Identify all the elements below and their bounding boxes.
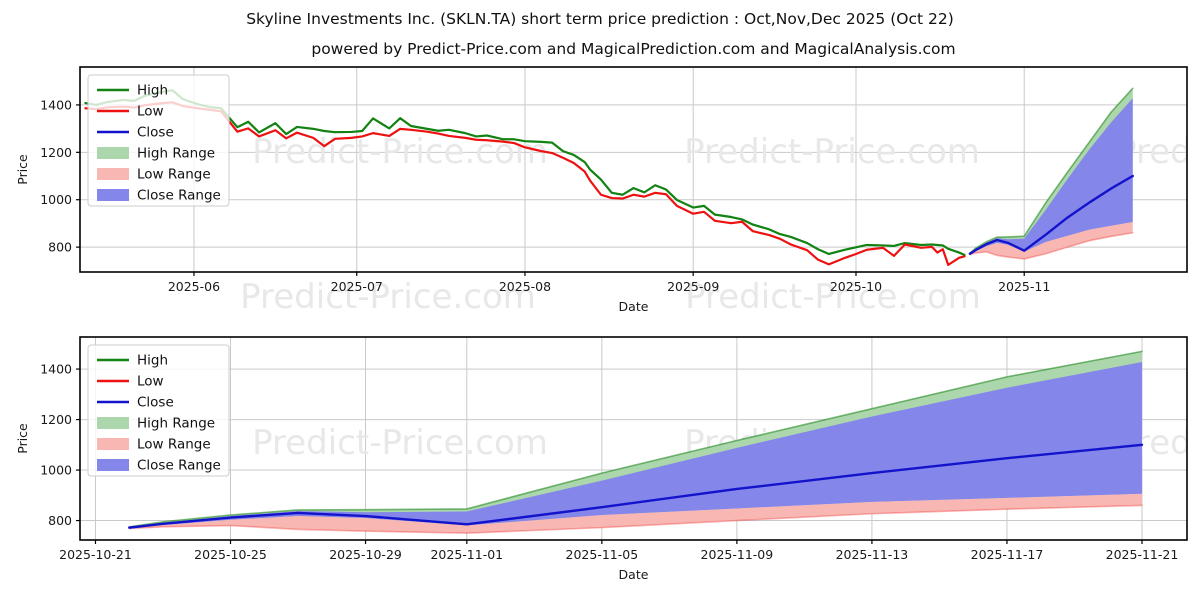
- legend-patch-swatch: [97, 417, 129, 429]
- x-tick-label: 2025-11-01: [430, 547, 503, 562]
- forecast-low-line: [969, 232, 1134, 260]
- legend-patch-swatch: [97, 189, 129, 201]
- legend-item-label: Low Range: [137, 437, 211, 453]
- legend-item-high: High: [97, 83, 168, 99]
- close-range-band: [129, 361, 1142, 528]
- y-tick-label: 1200: [40, 412, 72, 427]
- low-line: [84, 101, 966, 266]
- legend-item-low: Low: [97, 104, 164, 120]
- forecast-low-line: [128, 504, 1143, 534]
- x-tick-label: 2025-11-05: [566, 547, 639, 562]
- x-tick-label: 2025-11-17: [971, 547, 1044, 562]
- legend-item-label: Close: [137, 125, 174, 141]
- legend-item-low-range: Low Range: [97, 167, 211, 183]
- forecast-high-line: [128, 350, 1143, 528]
- x-axis-label: Date: [619, 567, 649, 582]
- legend-patch-swatch: [97, 168, 129, 180]
- legend-item-label: Close Range: [137, 188, 221, 204]
- watermark-text: Predict-Price.com: [252, 132, 548, 172]
- legend-item-label: Close Range: [137, 458, 221, 474]
- legend: High Low Close High Range Low Range Close Ran…: [87, 74, 230, 207]
- legend-item-label: High: [137, 353, 168, 369]
- legend-item-label: Low Range: [137, 167, 211, 183]
- x-axis-label: Date: [619, 299, 649, 314]
- legend-item-label: Close: [137, 395, 174, 411]
- x-tick-label: 2025-10-29: [329, 547, 402, 562]
- x-tick-label: 2025-07: [331, 279, 383, 294]
- legend-patch-swatch: [97, 438, 129, 450]
- x-tick-label: 2025-09: [667, 279, 719, 294]
- y-tick-label: 800: [48, 240, 72, 255]
- legend-item-close-range: Close Range: [97, 458, 221, 474]
- x-tick-label: 2025-10-21: [59, 547, 132, 562]
- forecast-high-line: [969, 87, 1134, 254]
- legend-item-low: Low: [97, 374, 164, 390]
- y-axis-label: Price: [15, 423, 30, 454]
- plot-border: [79, 66, 1188, 273]
- legend-item-close-range: Close Range: [97, 188, 221, 204]
- high-line: [84, 89, 966, 257]
- x-tick-label: 2025-10: [830, 279, 882, 294]
- y-tick-label: 1000: [40, 192, 72, 207]
- close-range-band: [969, 98, 1133, 254]
- legend-item-label: High Range: [137, 146, 215, 162]
- legend-item-label: High Range: [137, 416, 215, 432]
- chart-full-history-with-forecast: Predict-Price.com Predict-Price.com Predic…: [15, 66, 1188, 317]
- legend-item-label: Low: [137, 374, 164, 390]
- y-axis-label: Price: [15, 154, 30, 185]
- legend-item-high-range: High Range: [97, 146, 215, 162]
- x-tick-label: 2025-06: [168, 279, 220, 294]
- x-tick-label: 2025-10-25: [194, 547, 267, 562]
- watermark-text: Predict-Price.com: [685, 277, 981, 317]
- plot-border: [79, 336, 1188, 541]
- legend-patch-swatch: [97, 459, 129, 471]
- legend-item-close: Close: [97, 395, 174, 411]
- y-tick-label: 1000: [40, 463, 72, 478]
- low-range-band: [129, 493, 1142, 534]
- legend-item-label: High: [137, 83, 168, 99]
- y-tick-label: 1200: [40, 145, 72, 160]
- legend-item-low-range: Low Range: [97, 437, 211, 453]
- close-line: [968, 174, 1134, 255]
- legend-item-high: High: [97, 353, 168, 369]
- figure-subtitle: powered by Predict-Price.com and Magical…: [311, 40, 956, 58]
- y-tick-label: 800: [48, 513, 72, 528]
- chart-forecast-zoom: Predict-Price.comPredict-Price.comPredic…: [15, 336, 1188, 582]
- legend-item-close: Close: [97, 125, 174, 141]
- watermark-text: Predict-Price.com: [684, 132, 980, 172]
- close-line: [128, 443, 1144, 529]
- legend-item-high-range: High Range: [97, 416, 215, 432]
- legend-item-label: Low: [137, 104, 164, 120]
- figure-title: Skyline Investments Inc. (SKLN.TA) short…: [246, 10, 954, 28]
- x-tick-label: 2025-08: [499, 279, 551, 294]
- legend: High Low Close High Range Low Range Close Ran…: [87, 344, 230, 477]
- y-tick-label: 1400: [40, 97, 72, 112]
- watermark-text: Predict-Price.com: [252, 423, 548, 463]
- x-tick-label: 2025-11-21: [1106, 547, 1179, 562]
- x-tick-label: 2025-11-09: [701, 547, 774, 562]
- x-tick-label: 2025-11-13: [836, 547, 909, 562]
- y-tick-label: 1400: [40, 362, 72, 377]
- x-tick-label: 2025-11: [998, 279, 1050, 294]
- low-range-band: [969, 221, 1133, 259]
- watermark-text: Predict-Price.com: [240, 277, 536, 317]
- legend-patch-swatch: [97, 147, 129, 159]
